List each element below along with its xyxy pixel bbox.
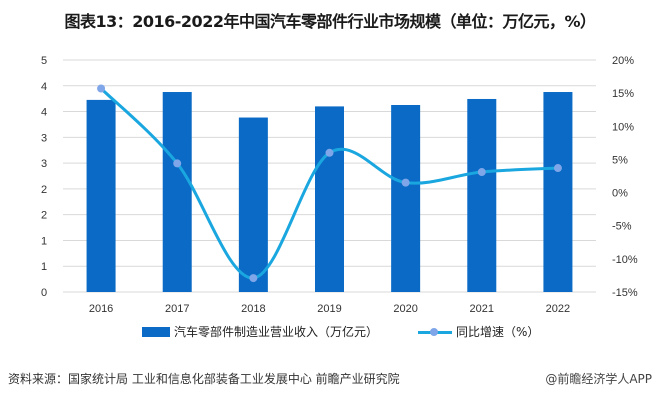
left-tick-label: 3 bbox=[41, 158, 47, 170]
right-tick-label: 20% bbox=[612, 55, 634, 67]
marker-2020 bbox=[401, 178, 410, 187]
left-tick-label: 1 bbox=[41, 261, 47, 273]
right-tick-label: 15% bbox=[612, 88, 634, 100]
x-tick-label: 2020 bbox=[393, 303, 417, 315]
left-tick-label: 1 bbox=[41, 235, 47, 247]
bar-2018 bbox=[238, 117, 268, 292]
marker-2016 bbox=[97, 84, 106, 93]
bar-2019 bbox=[315, 106, 344, 293]
bar-2017 bbox=[162, 92, 192, 293]
left-tick-label: 4 bbox=[41, 81, 47, 93]
left-tick-label: 0 bbox=[41, 287, 47, 299]
left-tick-label: 4 bbox=[41, 107, 47, 119]
right-tick-label: -5% bbox=[612, 221, 632, 233]
right-tick-label: 5% bbox=[612, 154, 628, 166]
legend-item-revenue: 汽车零部件制造业营业收入（万亿元） bbox=[142, 323, 378, 340]
x-tick-label: 2017 bbox=[165, 303, 189, 315]
legend-label-growth: 同比增速（%） bbox=[456, 325, 540, 339]
bar-2022 bbox=[543, 92, 573, 293]
credit-note: @前瞻经济学人APP bbox=[545, 372, 652, 386]
x-tick-label: 2018 bbox=[241, 303, 265, 315]
marker-2017 bbox=[173, 159, 182, 168]
legend-item-growth: 同比增速（%） bbox=[418, 323, 539, 340]
marker-2022 bbox=[553, 164, 562, 173]
growth-markers bbox=[97, 84, 562, 283]
bar-2021 bbox=[467, 98, 497, 292]
x-tick-label: 2016 bbox=[89, 303, 113, 315]
marker-2019 bbox=[325, 148, 334, 157]
left-tick-label: 2 bbox=[41, 184, 47, 196]
legend: 汽车零部件制造业营业收入（万亿元） 同比增速（%） bbox=[0, 323, 660, 341]
bar-swatch-icon bbox=[142, 326, 170, 337]
chart-title: 图表13：2016-2022年中国汽车零部件行业市场规模（单位：万亿元，%） bbox=[64, 12, 596, 31]
right-tick-label: -10% bbox=[612, 254, 638, 266]
right-tick-label: -15% bbox=[612, 287, 638, 299]
right-axis-ticks: -15% -10% -5% 0% 5% 10% 15% 20% bbox=[612, 55, 638, 299]
left-tick-label: 2 bbox=[41, 210, 47, 222]
bar-2016 bbox=[86, 99, 116, 293]
x-tick-label: 2021 bbox=[470, 303, 494, 315]
line-swatch-icon bbox=[418, 326, 452, 338]
right-tick-label: 0% bbox=[612, 188, 628, 200]
x-axis-ticks: 2016 2017 2018 2019 2020 2021 2022 bbox=[89, 303, 570, 315]
marker-2018 bbox=[249, 274, 258, 283]
x-tick-label: 2022 bbox=[546, 303, 570, 315]
source-note: 资料来源：国家统计局 工业和信息化部装备工业发展中心 前瞻产业研究院 bbox=[8, 372, 400, 386]
revenue-bars bbox=[86, 92, 573, 293]
legend-label-revenue: 汽车零部件制造业营业收入（万亿元） bbox=[174, 325, 379, 339]
right-tick-label: 10% bbox=[612, 121, 634, 133]
bar-2020 bbox=[391, 105, 421, 293]
left-tick-label: 5 bbox=[41, 55, 47, 67]
marker-2021 bbox=[477, 168, 486, 177]
left-tick-label: 3 bbox=[41, 132, 47, 144]
left-axis-ticks: 0 1 1 2 2 3 3 4 4 5 bbox=[41, 55, 47, 299]
x-tick-label: 2019 bbox=[317, 303, 341, 315]
